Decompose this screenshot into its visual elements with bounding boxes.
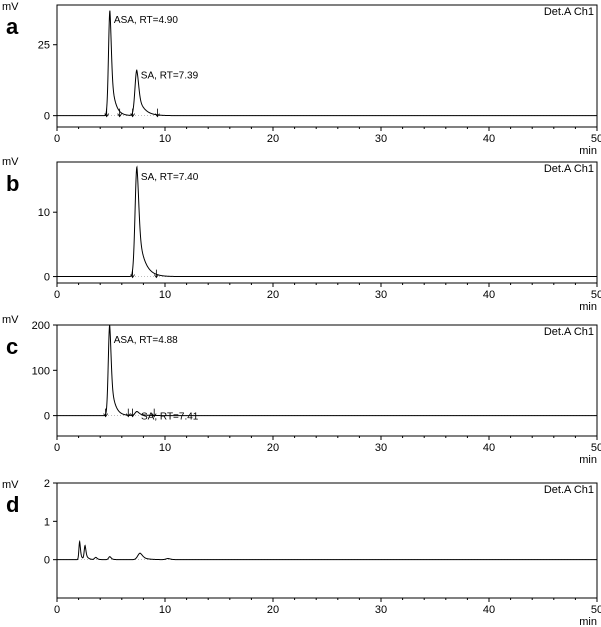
panel-letter: c [6, 334, 18, 359]
peak-label: ASA, RT=4.90 [114, 15, 178, 26]
panel-letter: d [6, 492, 19, 517]
chromatogram-trace [57, 539, 597, 561]
x-axis-unit: min [579, 301, 597, 313]
integration-marker [130, 108, 135, 118]
x-tick-label: 20 [267, 133, 279, 145]
y-tick-label: 1 [44, 516, 50, 528]
panel-letter: b [6, 171, 19, 196]
y-tick-label: 0 [44, 111, 50, 123]
integration-marker [155, 108, 160, 118]
integration-marker [154, 269, 159, 279]
integration-marker [125, 408, 131, 418]
x-tick-label: 50 [591, 133, 601, 145]
y-tick-label: 0 [44, 555, 50, 567]
x-axis-unit: min [579, 454, 597, 466]
detector-label: Det.A Ch1 [544, 326, 594, 338]
detector-label: Det.A Ch1 [544, 484, 594, 496]
y-axis-unit: mV [2, 1, 19, 13]
x-tick-label: 10 [159, 604, 171, 616]
panel-d: dmV min Det.A Ch1 0 10 20 30 40 50 0 1 2 [2, 478, 601, 627]
x-tick-label: 30 [375, 442, 387, 454]
x-tick-label: 30 [375, 604, 387, 616]
peak-label: SA, RT=7.39 [141, 70, 199, 81]
integration-marker [104, 108, 110, 118]
plot-frame [56, 324, 598, 437]
y-tick-label: 10 [38, 207, 50, 219]
x-tick-label: 40 [483, 604, 495, 616]
x-tick-label: 10 [159, 289, 171, 301]
y-tick-label: 0 [44, 411, 50, 423]
peak-label: SA, RT=7.40 [141, 172, 199, 183]
integration-marker [130, 408, 135, 418]
integration-marker [103, 408, 108, 418]
x-tick-label: 10 [159, 133, 171, 145]
x-tick-label: 20 [267, 289, 279, 301]
y-tick-label: 0 [44, 272, 50, 284]
plot-frame [56, 4, 598, 128]
x-tick-label: 0 [54, 604, 60, 616]
chromatogram-trace [57, 324, 597, 417]
y-axis-unit: mV [2, 479, 19, 491]
integration-marker [130, 269, 135, 279]
x-tick-label: 0 [54, 442, 60, 454]
plot-frame [56, 482, 598, 599]
x-tick-label: 30 [375, 133, 387, 145]
panel-b: b mV min Det.A Ch1 0 10 20 30 40 50 0 10 SA, RT=7.40 [2, 156, 601, 313]
x-tick-label: 50 [591, 289, 601, 301]
x-tick-label: 0 [54, 133, 60, 145]
plot-frame [56, 161, 598, 284]
y-axis-unit: mV [2, 314, 19, 326]
y-axis-unit: mV [2, 156, 19, 168]
integration-marker [117, 108, 122, 118]
x-tick-label: 40 [483, 133, 495, 145]
panel-letter: a [6, 14, 19, 39]
x-tick-label: 10 [159, 442, 171, 454]
panel-a: amV min Det.A Ch1 0 10 20 30 40 50 0 25 ASA, RT=4.9… [2, 1, 601, 157]
x-tick-label: 0 [54, 289, 60, 301]
chromatogram-trace [57, 165, 597, 278]
panel-c: c mV min Det.A Ch1 0 10 20 30 40 50 0 100 200 ASA, RT… [2, 314, 601, 466]
x-tick-label: 40 [483, 442, 495, 454]
integration-marker [151, 408, 157, 418]
chromatogram-trace [57, 10, 597, 117]
x-tick-label: 50 [591, 604, 601, 616]
x-tick-label: 40 [483, 289, 495, 301]
peak-label: SA, RT=7.41 [141, 412, 199, 423]
x-tick-label: 20 [267, 604, 279, 616]
detector-label: Det.A Ch1 [544, 6, 594, 18]
detector-label: Det.A Ch1 [544, 163, 594, 175]
y-tick-label: 200 [32, 320, 50, 332]
x-tick-label: 30 [375, 289, 387, 301]
x-tick-label: 50 [591, 442, 601, 454]
peak-label: ASA, RT=4.88 [114, 335, 178, 346]
y-tick-label: 100 [32, 365, 50, 377]
y-tick-label: 25 [38, 40, 50, 52]
y-tick-label: 2 [44, 478, 50, 490]
x-axis-unit: min [579, 616, 597, 627]
x-tick-label: 20 [267, 442, 279, 454]
x-axis-unit: min [579, 145, 597, 157]
